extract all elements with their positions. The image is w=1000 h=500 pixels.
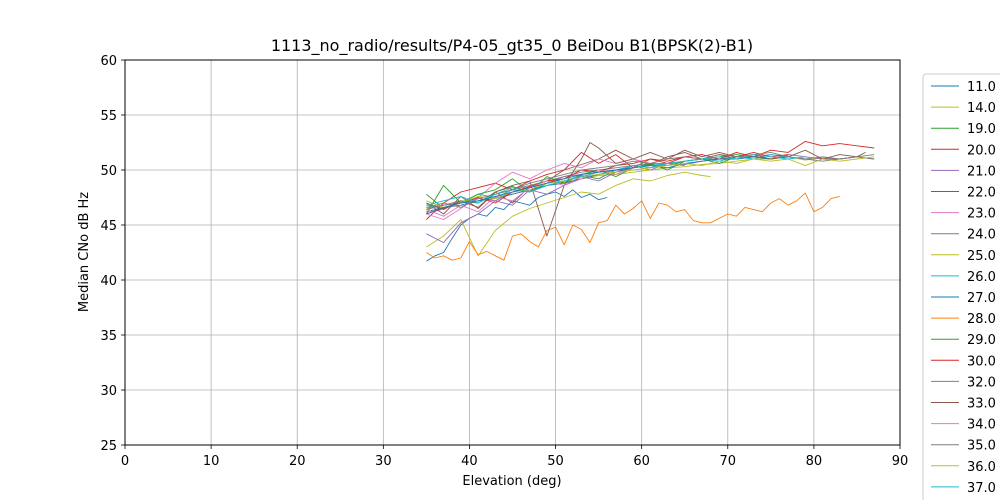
legend-box [922,73,1000,500]
legend-label: 36.0 [967,460,996,475]
series-group [426,140,875,262]
y-axis-label: Median CNo dB Hz [77,192,92,312]
legend-label: 21.0 [967,164,996,179]
y-tick-label: 40 [100,274,117,289]
ticks: 0 10 20 30 40 50 60 70 80 90 25 30 35 40 45 50 55 60 [100,54,908,469]
chart-title: 1113_no_radio/results/P4-05_gt35_0 BeiDo… [271,36,753,56]
y-tick-label: 55 [100,109,117,124]
y-tick-label: 35 [100,329,117,344]
legend-label: 25.0 [967,249,996,264]
legend: 11.0 14.0 19.0 20.0 21.0 22.0 23.0 24.0 25.0 26.0… [922,73,1000,500]
legend-label: 27.0 [967,291,996,306]
series-line-22-0 [426,149,737,215]
series-line-41-0 [426,167,634,215]
x-axis-label: Elevation (deg) [462,474,561,489]
y-tick-label: 45 [100,219,117,234]
legend-label: 22.0 [967,186,996,201]
legend-label: 32.0 [967,375,996,390]
y-tick-label: 50 [100,164,117,179]
legend-label: 35.0 [967,439,996,454]
x-tick-label: 20 [289,454,306,469]
legend-label: 30.0 [967,354,996,369]
series-line-28-0 [426,192,840,261]
legend-label: 14.0 [967,101,996,116]
series-line-11-0 [426,189,608,262]
series-line-27-0 [426,156,771,213]
x-tick-label: 40 [461,454,478,469]
x-tick-label: 30 [375,454,392,469]
x-tick-label: 80 [806,454,823,469]
legend-label: 28.0 [967,312,996,327]
series-line-25-0 [426,171,711,257]
plot-area [426,140,875,262]
x-tick-label: 50 [547,454,564,469]
series-line-20-0 [426,140,875,220]
x-tick-label: 10 [203,454,220,469]
legend-label: 26.0 [967,270,996,285]
grid [124,59,901,446]
legend-label: 24.0 [967,228,996,243]
series-line-33-0 [426,142,866,237]
x-tick-label: 0 [121,454,129,469]
x-tick-label: 90 [892,454,909,469]
legend-label: 11.0 [967,80,996,95]
legend-label: 19.0 [967,122,996,137]
legend-label: 37.0 [967,481,996,496]
legend-label: 23.0 [967,207,996,222]
legend-label: 34.0 [967,418,996,433]
plot-frame [124,59,901,446]
y-tick-label: 60 [100,54,117,69]
y-tick-label: 30 [100,384,117,399]
series-line-24-0 [426,154,875,211]
legend-label: 20.0 [967,143,996,158]
x-tick-label: 60 [633,454,650,469]
series-line-32-0 [426,162,685,244]
x-tick-label: 70 [720,454,737,469]
series-line-35-0 [426,151,875,208]
y-tick-label: 25 [100,439,117,454]
legend-label: 29.0 [967,333,996,348]
legend-label: 33.0 [967,397,996,412]
